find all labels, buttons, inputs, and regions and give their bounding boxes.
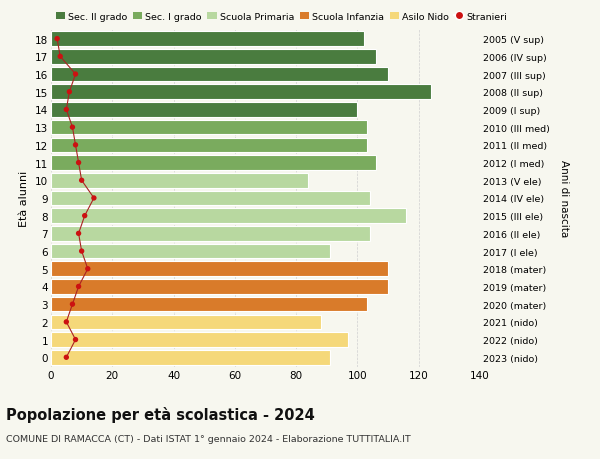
Bar [51, 103, 358, 118]
Bar [51, 244, 330, 259]
Point [74, 160, 83, 167]
Point [89, 195, 99, 202]
Point [74, 230, 83, 237]
Text: COMUNE DI RAMACCA (CT) - Dati ISTAT 1° gennaio 2024 - Elaborazione TUTTITALIA.IT: COMUNE DI RAMACCA (CT) - Dati ISTAT 1° g… [6, 434, 411, 443]
Legend: Sec. II grado, Sec. I grado, Scuola Primaria, Scuola Infanzia, Asilo Nido, Stran: Sec. II grado, Sec. I grado, Scuola Prim… [56, 13, 508, 22]
Bar [51, 85, 431, 100]
Point [71, 71, 80, 78]
Point [83, 265, 92, 273]
Bar [51, 262, 388, 276]
Point [74, 283, 83, 291]
Bar [51, 138, 367, 153]
Bar [51, 32, 364, 47]
Bar [51, 297, 367, 312]
Point [71, 142, 80, 149]
Bar [51, 191, 370, 206]
Point [68, 301, 77, 308]
Point [77, 248, 86, 255]
Bar [51, 333, 348, 347]
Point [55, 54, 65, 61]
Point [71, 336, 80, 343]
Point [62, 354, 71, 361]
Point [62, 319, 71, 326]
Point [52, 36, 62, 43]
Bar [51, 174, 308, 188]
Point [68, 124, 77, 132]
Y-axis label: Anni di nascita: Anni di nascita [559, 160, 569, 237]
Point [77, 177, 86, 185]
Y-axis label: Età alunni: Età alunni [19, 170, 29, 227]
Bar [51, 280, 388, 294]
Bar [51, 67, 388, 82]
Text: Popolazione per età scolastica - 2024: Popolazione per età scolastica - 2024 [6, 406, 315, 422]
Point [80, 213, 89, 220]
Bar [51, 50, 376, 64]
Bar [51, 350, 330, 365]
Bar [51, 227, 370, 241]
Bar [51, 121, 367, 135]
Point [65, 89, 74, 96]
Bar [51, 209, 406, 224]
Bar [51, 315, 320, 330]
Point [62, 106, 71, 114]
Bar [51, 156, 376, 170]
